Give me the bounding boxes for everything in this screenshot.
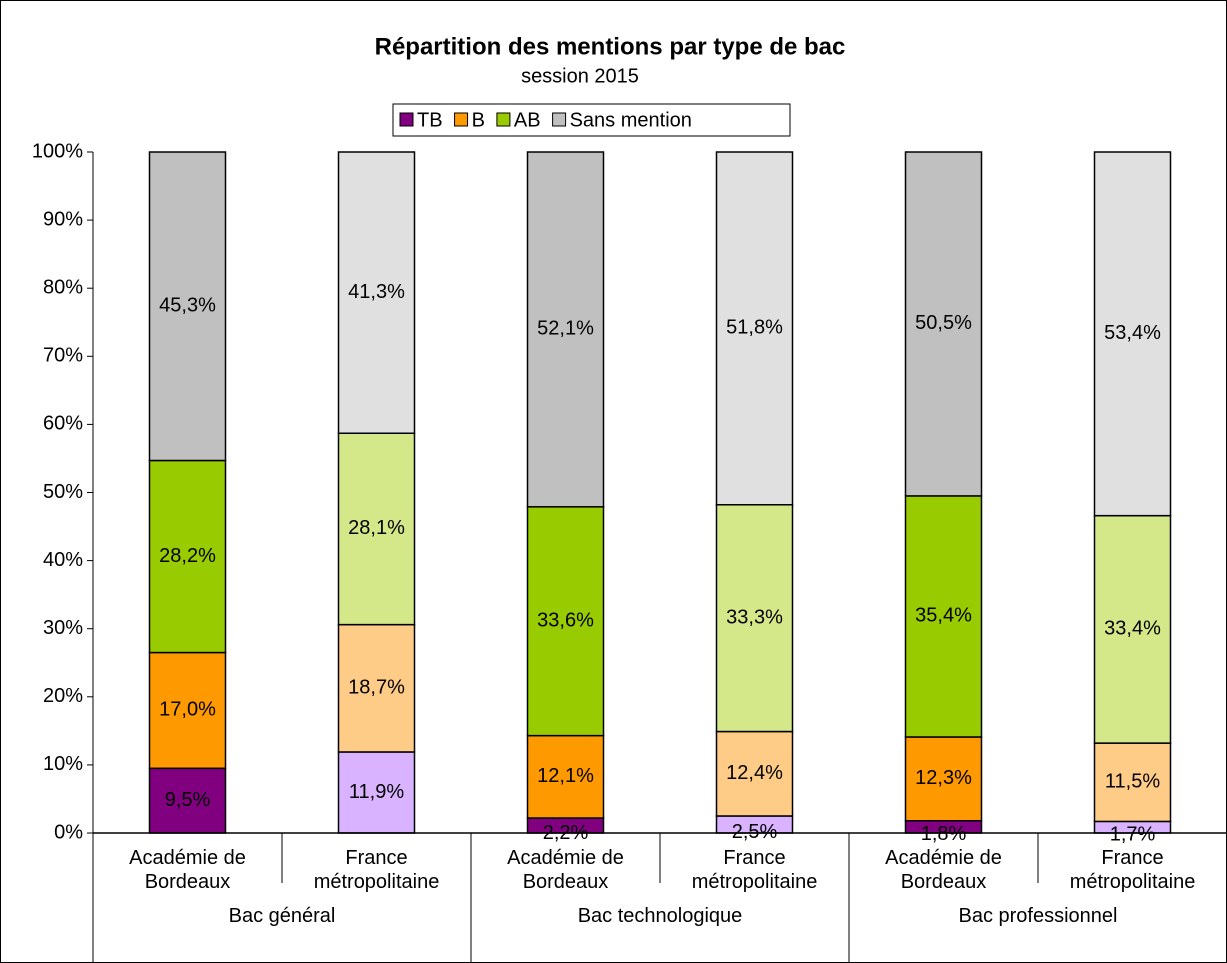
y-tick-label: 30% — [43, 617, 83, 639]
bar-segment — [1093, 151, 1172, 517]
data-label: 53,4% — [1104, 322, 1161, 344]
bar-segment — [148, 651, 227, 770]
legend-swatch — [454, 112, 469, 127]
data-label: 11,5% — [1105, 771, 1160, 793]
data-label: 17,0% — [159, 699, 216, 721]
data-label: 45,3% — [159, 295, 216, 317]
legend-swatch — [552, 112, 567, 127]
y-tick-label: 20% — [43, 685, 83, 707]
y-tick-label: 80% — [43, 276, 83, 298]
data-label: 1,8% — [921, 823, 967, 845]
bar-segment — [1093, 742, 1172, 823]
data-label: 28,2% — [159, 545, 216, 567]
bar-segment — [526, 506, 605, 737]
bar-segment — [1093, 514, 1172, 744]
data-label: 41,3% — [348, 281, 405, 303]
bar-segment — [337, 623, 416, 753]
x-tick-label: France métropolitaine — [1069, 847, 1196, 893]
group-label: Bac technologique — [577, 905, 743, 927]
data-label: 33,6% — [537, 609, 594, 631]
bar-segment — [148, 459, 227, 654]
data-label: 51,8% — [726, 317, 783, 339]
chart-subtitle: session 2015 — [521, 65, 639, 87]
y-tick-label: 40% — [43, 549, 83, 571]
chart-title: Répartition des mentions par type de bac — [375, 33, 846, 60]
x-tick-label: Académie de Bordeaux — [129, 847, 246, 893]
legend-label: AB — [514, 109, 541, 131]
y-tick-label: 50% — [43, 481, 83, 503]
data-label: 9,5% — [165, 789, 211, 811]
x-tick-label: Académie de Bordeaux — [507, 847, 624, 893]
group-label: Bac général — [228, 905, 336, 927]
legend-label: B — [472, 109, 485, 131]
bar-segment — [904, 495, 983, 738]
bar-segment — [337, 151, 416, 435]
bar-segment — [148, 151, 227, 462]
legend-swatch — [399, 112, 414, 127]
data-label: 33,4% — [1104, 618, 1161, 640]
group-label: Bac professionnel — [958, 905, 1118, 927]
data-label: 12,3% — [915, 767, 972, 789]
x-tick-label: Académie de Bordeaux — [885, 847, 1002, 893]
y-tick-label: 90% — [43, 208, 83, 230]
bar-segment — [904, 151, 983, 497]
x-tick-label: France métropolitaine — [313, 847, 440, 893]
data-label: 35,4% — [915, 605, 972, 627]
data-label: 11,9% — [349, 781, 404, 803]
data-label: 12,4% — [726, 762, 783, 784]
y-tick-label: 70% — [43, 345, 83, 367]
data-label: 12,1% — [537, 765, 594, 787]
bar-segment — [526, 734, 605, 819]
y-tick-label: 10% — [43, 753, 83, 775]
data-label: 18,7% — [348, 677, 405, 699]
y-tick-label: 60% — [43, 413, 83, 435]
data-label: 28,1% — [348, 517, 405, 539]
bar-segment — [715, 504, 794, 733]
bar-segment — [526, 151, 605, 508]
bar-segment — [715, 151, 794, 506]
bar-segment — [904, 736, 983, 822]
data-label: 52,1% — [537, 318, 594, 340]
data-label: 33,3% — [726, 606, 783, 628]
y-tick-label: 0% — [54, 821, 83, 843]
data-label: 2,5% — [732, 821, 778, 843]
legend-label: Sans mention — [570, 109, 692, 131]
x-tick-label: France métropolitaine — [691, 847, 818, 893]
legend-label: TB — [417, 109, 443, 131]
legend-swatch — [496, 112, 511, 127]
data-label: 50,5% — [915, 312, 972, 334]
data-label: 1,7% — [1110, 823, 1156, 845]
bar-segment — [337, 432, 416, 626]
y-tick-label: 100% — [32, 140, 83, 162]
